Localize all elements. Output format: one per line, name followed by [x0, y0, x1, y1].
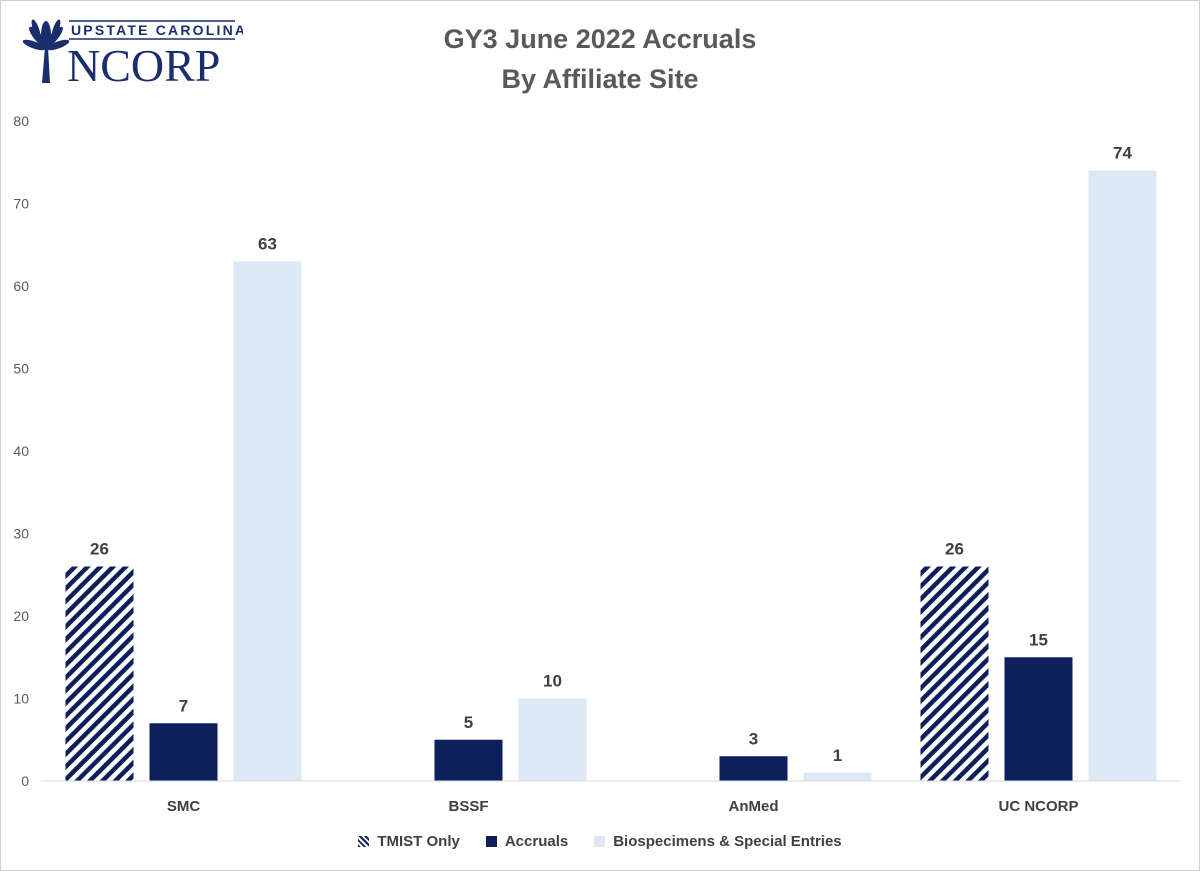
- data-label: 7: [179, 696, 188, 715]
- legend-label: TMIST Only: [377, 833, 460, 850]
- y-axis: 0 10 20 30 40 50 60 70 80: [13, 113, 29, 789]
- legend-item: Biospecimens & Special Entries: [594, 833, 842, 850]
- category-label: AnMed: [729, 798, 779, 815]
- data-label: 26: [90, 540, 109, 559]
- legend-label: Biospecimens & Special Entries: [613, 833, 842, 850]
- bar-biospecimens-special-entries-bssf: [518, 698, 587, 781]
- category-label: SMC: [167, 798, 201, 815]
- y-tick-label: 40: [13, 443, 29, 459]
- bar-accruals-uc-ncorp: [1004, 657, 1073, 781]
- data-label: 26: [945, 540, 964, 559]
- x-axis: SMC BSSF AnMed UC NCORP: [41, 780, 1181, 815]
- y-tick-label: 30: [13, 526, 29, 542]
- y-tick-label: 70: [13, 196, 29, 212]
- bar-biospecimens-special-entries-smc: [233, 261, 302, 781]
- bar-accruals-smc: [149, 723, 218, 781]
- y-tick-label: 50: [13, 361, 29, 377]
- y-tick-label: 60: [13, 278, 29, 294]
- data-label: 74: [1113, 144, 1132, 163]
- y-tick-label: 0: [21, 773, 29, 789]
- legend-swatch: [594, 836, 606, 847]
- y-tick-label: 20: [13, 608, 29, 624]
- legend-label: Accruals: [504, 833, 569, 850]
- legend-item: Accruals: [485, 833, 569, 850]
- upstate-carolina-ncorp-logo: UPSTATE CAROLINA NCORP: [22, 13, 245, 91]
- y-tick-label: 10: [13, 691, 29, 707]
- logo-top-text: UPSTATE CAROLINA: [71, 22, 243, 38]
- bar-tmist-only-uc-ncorp: [920, 566, 989, 781]
- category-label: BSSF: [448, 798, 488, 815]
- logo-main-text: NCORP: [67, 40, 220, 87]
- legend: TMIST Only Accruals Biospecimens & Special…: [1, 833, 1199, 850]
- logo-graphic: UPSTATE CAROLINA NCORP: [22, 19, 245, 91]
- data-label: 1: [833, 746, 842, 765]
- legend-item: TMIST Only: [358, 833, 460, 850]
- data-label: 3: [749, 729, 758, 748]
- bar-biospecimens-special-entries-uc-ncorp: [1088, 170, 1157, 781]
- bar-chart: 0 10 20 30 40 50 60 70 80 26 7 63 5 10 3 1 26 15 74 SMC BS…: [13, 113, 1181, 815]
- bar-accruals-anmed: [719, 756, 788, 781]
- data-label: 15: [1029, 630, 1048, 649]
- legend-swatch: [485, 836, 497, 847]
- data-label: 10: [543, 672, 562, 691]
- data-label: 63: [258, 234, 277, 253]
- palmetto-tree-icon: [22, 19, 70, 83]
- data-label: 5: [464, 713, 473, 732]
- legend-swatch: [358, 836, 370, 847]
- category-label: UC NCORP: [998, 798, 1078, 815]
- bar-biospecimens-special-entries-anmed: [803, 772, 872, 781]
- bars-group: 26 7 63 5 10 3 1 26 15 74: [65, 144, 1157, 781]
- bar-accruals-bssf: [434, 739, 503, 781]
- y-tick-label: 80: [13, 113, 29, 129]
- bar-tmist-only-smc: [65, 566, 134, 781]
